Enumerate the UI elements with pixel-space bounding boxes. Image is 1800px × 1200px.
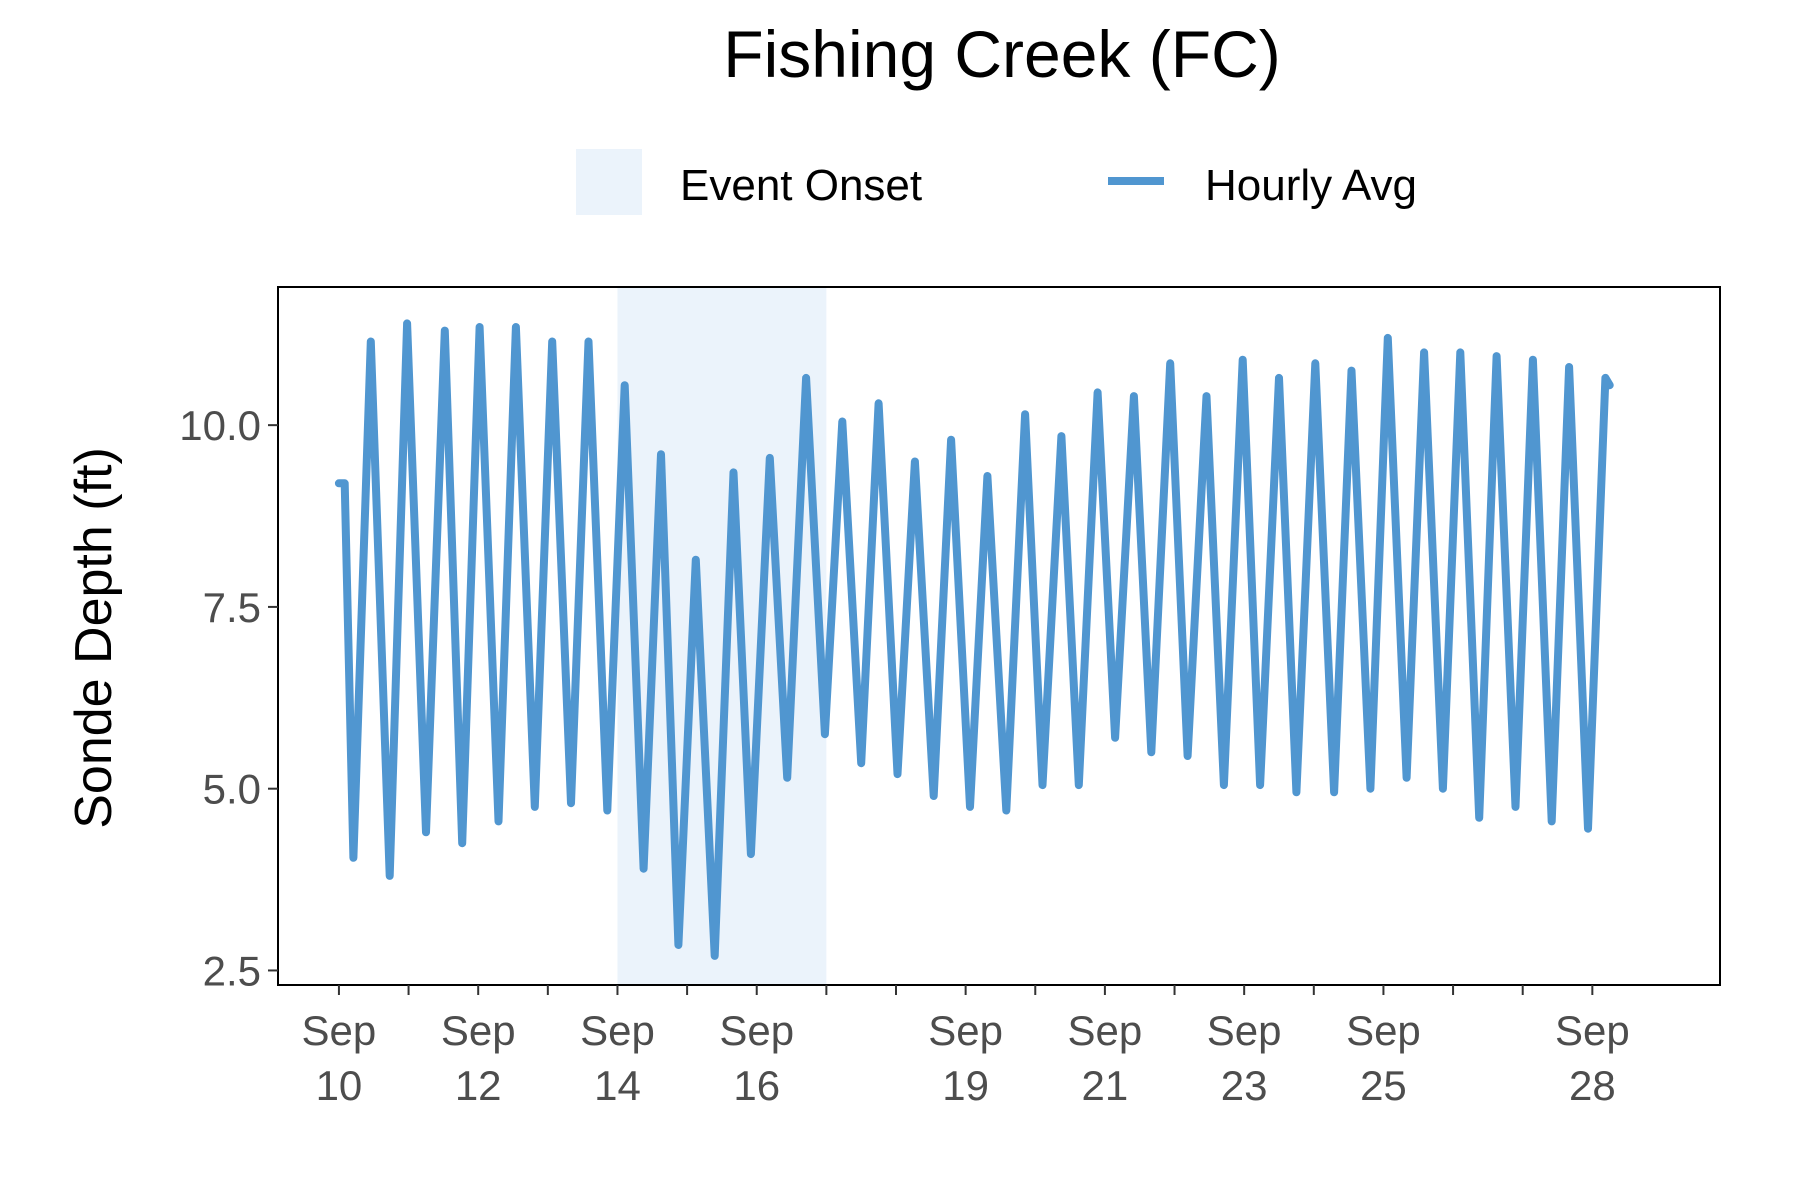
legend-label-event-onset: Event Onset xyxy=(680,161,922,210)
x-tick-label: Sep 19 xyxy=(928,1007,1003,1109)
x-tick-label: Sep 23 xyxy=(1207,1007,1282,1109)
legend-label-hourly-avg: Hourly Avg xyxy=(1205,161,1417,210)
x-tick-label: Sep 25 xyxy=(1346,1007,1421,1109)
chart-title: Fishing Creek (FC) xyxy=(723,17,1280,91)
x-tick-label: Sep 16 xyxy=(719,1007,794,1109)
plot-border xyxy=(277,286,1721,986)
y-axis-label: Sonde Depth (ft) xyxy=(65,447,123,829)
x-tick-label: Sep 12 xyxy=(441,1007,516,1109)
series-line-hourly-avg xyxy=(334,319,1614,960)
legend-key-event-onset xyxy=(576,149,642,215)
y-tick-label: 5.0 xyxy=(203,766,261,813)
x-tick-label: Sep 10 xyxy=(302,1007,377,1109)
y-tick-label: 10.0 xyxy=(179,402,261,449)
legend: Event Onset Hourly Avg xyxy=(576,149,1417,215)
x-tick-label: Sep 14 xyxy=(580,1007,655,1109)
y-tick-label: 7.5 xyxy=(203,584,261,631)
x-tick-label: Sep 21 xyxy=(1068,1007,1143,1109)
x-axis: Sep 10 Sep 12 Sep 14 Sep 16 Sep 19 Sep 21 Sep 23 Sep 25… xyxy=(302,985,1630,1109)
x-tick-label: Sep 28 xyxy=(1555,1007,1630,1109)
plot-area xyxy=(277,286,1721,986)
y-tick-label: 2.5 xyxy=(203,947,261,994)
y-axis: 2.5 5.0 7.5 10.0 xyxy=(179,402,278,994)
